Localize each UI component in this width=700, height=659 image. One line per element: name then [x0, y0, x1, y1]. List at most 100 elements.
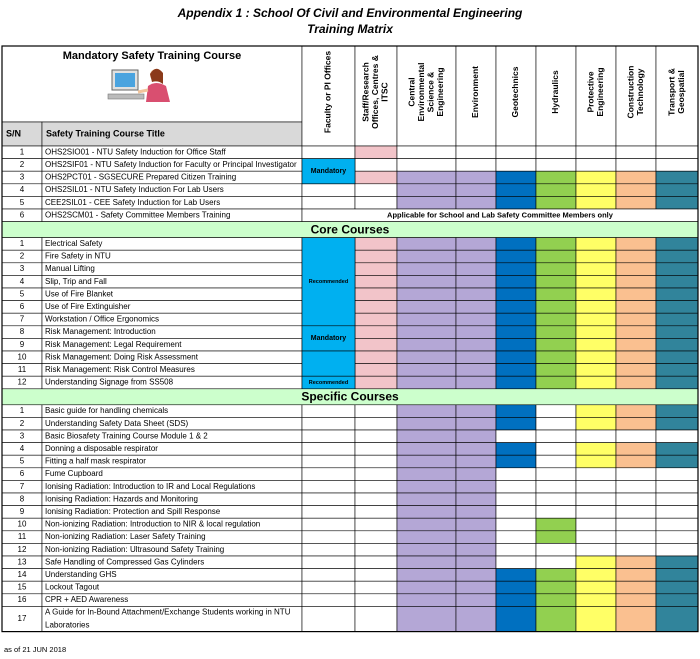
header-line: Engineering [435, 67, 445, 116]
matrix-cell [575, 237, 617, 251]
matrix-cell [615, 429, 657, 443]
matrix-cell [575, 606, 617, 632]
matrix-cell [615, 350, 657, 364]
matrix-cell [655, 517, 699, 532]
matrix-cell [615, 363, 657, 377]
faculty-block [301, 350, 356, 377]
column-header-label: Hydraulics [550, 70, 560, 114]
sn: 12 [18, 378, 27, 387]
sn: 4 [20, 185, 25, 194]
matrix-cell [301, 568, 356, 582]
matrix-cell [396, 170, 457, 185]
matrix-cell [655, 363, 699, 377]
section-name: Specific Courses [301, 389, 399, 403]
matrix-cell [354, 454, 398, 469]
matrix-cell [301, 480, 356, 494]
matrix-cell [575, 375, 617, 390]
sn: 6 [20, 210, 25, 219]
course-title: Ionising Radiation: Protection and Spill… [45, 507, 221, 516]
matrix-cell [495, 593, 537, 607]
matrix-cell [655, 275, 699, 289]
header-line: Engineering [595, 67, 605, 116]
matrix-cell [575, 492, 617, 506]
matrix-cell [655, 492, 699, 506]
matrix-cell [495, 350, 537, 364]
table-border [1, 45, 699, 633]
matrix-cell [655, 325, 699, 339]
column-header-label: Staff/ResearchOffices, Centres &ITSC [361, 55, 390, 129]
matrix-cell [535, 530, 577, 544]
matrix-cell [396, 145, 457, 159]
matrix-cell [575, 249, 617, 264]
sn: 2 [20, 252, 25, 261]
matrix-cell [396, 249, 457, 264]
matrix-cell [396, 480, 457, 494]
course-title: Fire Safety in NTU [45, 252, 111, 261]
matrix-cell [354, 467, 398, 481]
course-title: Use of Fire Blanket [45, 289, 114, 298]
course-title: Safe Handling of Compressed Gas Cylinder… [45, 557, 204, 566]
matrix-cell [455, 237, 497, 251]
matrix-cell [354, 517, 398, 532]
matrix-cell [455, 262, 497, 276]
matrix-cell [615, 312, 657, 327]
matrix-cell [655, 593, 699, 607]
matrix-cell [495, 158, 537, 172]
matrix-cell [396, 237, 457, 251]
matrix-cell [354, 145, 398, 159]
matrix-cell [455, 505, 497, 519]
title: Appendix 1 : School Of Civil and Environ… [177, 6, 523, 20]
matrix-cell [455, 375, 497, 390]
matrix-cell [495, 568, 537, 582]
matrix-cell [396, 312, 457, 327]
matrix-cell [455, 580, 497, 595]
matrix-cell [396, 196, 457, 210]
matrix-cell [396, 517, 457, 532]
course-title: Understanding Safety Data Sheet (SDS) [45, 419, 189, 428]
matrix-cell [301, 467, 356, 481]
matrix-cell [615, 145, 657, 159]
matrix-cell [396, 429, 457, 443]
matrix-cell [575, 580, 617, 595]
matrix-cell [535, 404, 577, 418]
matrix-cell [535, 158, 577, 172]
column-header [655, 45, 699, 147]
column-header [535, 45, 577, 147]
sn: 11 [18, 365, 27, 374]
course-title: Non-ionizing Radiation: Ultrasound Safet… [45, 545, 224, 554]
sn-cell [1, 606, 43, 632]
matrix-cell [655, 237, 699, 251]
course-title: OHS2SIL01 - NTU Safety Induction For Lab… [45, 185, 224, 194]
matrix-cell [396, 375, 457, 390]
matrix-cell [354, 505, 398, 519]
course-title: OHS2SIO01 - NTU Safety Induction for Off… [45, 147, 226, 156]
matrix-cell [495, 606, 537, 632]
course-title: CPR + AED Awareness [45, 595, 128, 604]
matrix-cell [575, 158, 617, 172]
matrix-cell [535, 287, 577, 301]
matrix-cell [455, 480, 497, 494]
matrix-cell [535, 312, 577, 327]
course-title: Basic guide for handling chemicals [45, 406, 168, 415]
matrix-cell [495, 249, 537, 264]
matrix-cell [575, 530, 617, 544]
matrix-cell [354, 183, 398, 197]
sn: 10 [18, 520, 27, 529]
course-title: Risk Management: Doing Risk Assessment [45, 352, 199, 361]
column-header-label: CentralEnvironmentalScience &Engineering [407, 62, 446, 121]
matrix-cell [455, 350, 497, 364]
matrix-cell [615, 196, 657, 210]
matrix-cell [495, 404, 537, 418]
matrix-cell [396, 363, 457, 377]
matrix-cell [615, 249, 657, 264]
matrix-cell [301, 593, 356, 607]
matrix-cell [575, 363, 617, 377]
sn: 7 [20, 315, 25, 324]
matrix-cell [655, 287, 699, 301]
matrix-cell [615, 442, 657, 456]
matrix-cell [495, 454, 537, 469]
matrix-cell [615, 606, 657, 632]
course-label: Safety Training Course Title [46, 128, 165, 138]
matrix-cell [495, 442, 537, 456]
matrix-cell [535, 517, 577, 532]
